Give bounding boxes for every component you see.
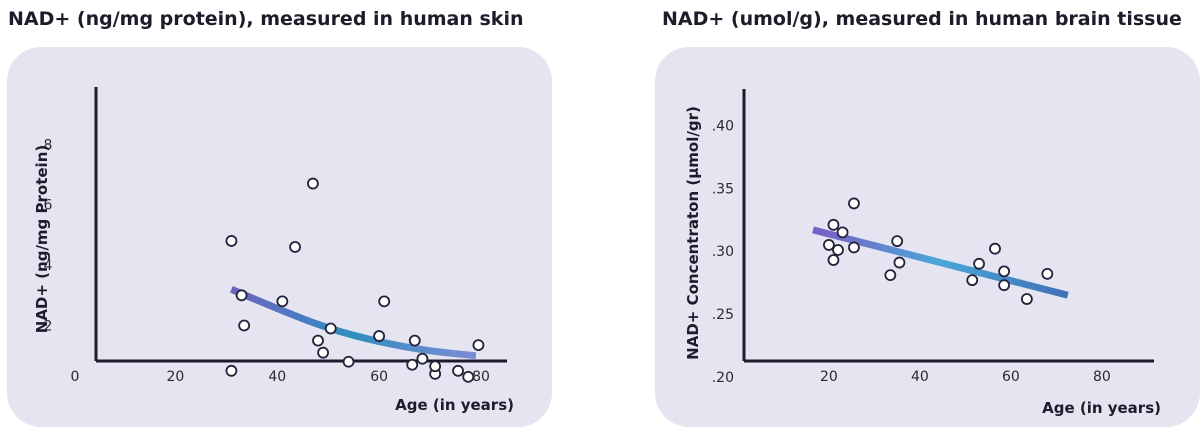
- data-point: [827, 218, 840, 231]
- data-point: [827, 254, 840, 266]
- data-point: [416, 352, 429, 365]
- data-point: [289, 241, 301, 253]
- y-tick-label: .40: [712, 118, 734, 134]
- brain-chart-panel: 20 40 60 80 .20 .25 .30 .35 .40 Age (in years) NAD…: [655, 47, 1200, 427]
- brain-scatter-plot: 20 40 60 80 .20 .25 .30 .35 .40 Age (in years) NAD…: [684, 89, 1161, 417]
- y-tick-label: 2: [44, 319, 53, 335]
- data-point: [836, 226, 849, 239]
- data-point: [998, 265, 1011, 278]
- x-tick-label: 60: [370, 369, 388, 385]
- y-tick-label: 6: [44, 198, 53, 214]
- skin-chart-title: NAD+ (ng/mg protein), measured in human …: [8, 8, 524, 30]
- data-point: [429, 360, 442, 373]
- data-point: [998, 279, 1011, 292]
- data-point: [1020, 293, 1033, 305]
- skin-chart-panel: 20 40 60 80 2 4 6 8 0 Age (in years) NAD+ (ng/mg P…: [7, 47, 552, 427]
- data-point: [462, 370, 475, 383]
- trend-line: [812, 226, 1069, 299]
- y-tick-label: 8: [44, 137, 53, 153]
- data-point: [276, 295, 289, 308]
- origin-label: 0: [71, 369, 80, 385]
- data-point: [848, 241, 860, 254]
- brain-chart-title: NAD+ (umol/g), measured in human brain t…: [662, 8, 1182, 30]
- x-tick-label: 20: [166, 369, 184, 385]
- x-tick-label: 80: [472, 369, 490, 385]
- data-point: [823, 239, 835, 251]
- data-point: [238, 319, 251, 332]
- data-point: [378, 295, 391, 308]
- data-point: [312, 334, 324, 347]
- trend-line: [230, 286, 477, 360]
- data-point: [452, 364, 464, 377]
- data-point: [408, 334, 421, 347]
- data-point: [235, 289, 248, 302]
- data-point: [891, 235, 904, 248]
- data-point: [307, 177, 319, 190]
- data-point: [225, 364, 238, 377]
- x-axis-label: Age (in years): [1042, 399, 1161, 417]
- y-tick-label: .25: [712, 307, 734, 323]
- y-tick-label: 4: [44, 258, 53, 274]
- data-point: [973, 257, 985, 270]
- data-point: [225, 235, 238, 247]
- data-point: [373, 330, 386, 342]
- y-axis-label: NAD+ Concentraton (μmol/gr): [684, 106, 702, 360]
- data-point: [989, 242, 1001, 255]
- data-point: [317, 346, 329, 359]
- data-point: [884, 269, 897, 282]
- data-point: [406, 358, 419, 371]
- x-tick-label: 20: [820, 369, 838, 385]
- x-tick-label: 80: [1093, 369, 1111, 385]
- x-axis-label: Age (in years): [395, 396, 514, 414]
- data-point: [966, 274, 979, 287]
- data-point: [342, 355, 355, 368]
- y-tick-label: .30: [712, 244, 734, 260]
- y-tick-label: .20: [712, 370, 734, 386]
- x-tick-label: 40: [268, 369, 286, 385]
- y-tick-label: .35: [712, 181, 734, 197]
- data-point: [832, 244, 844, 256]
- data-point: [848, 197, 860, 210]
- data-point: [1041, 267, 1054, 280]
- x-tick-label: 60: [1002, 369, 1020, 385]
- y-axis-label: NAD+ (ng/mg Protein): [33, 145, 51, 333]
- data-point: [472, 339, 485, 352]
- data-point: [893, 256, 906, 269]
- data-point: [324, 322, 337, 335]
- x-tick-label: 40: [911, 369, 929, 385]
